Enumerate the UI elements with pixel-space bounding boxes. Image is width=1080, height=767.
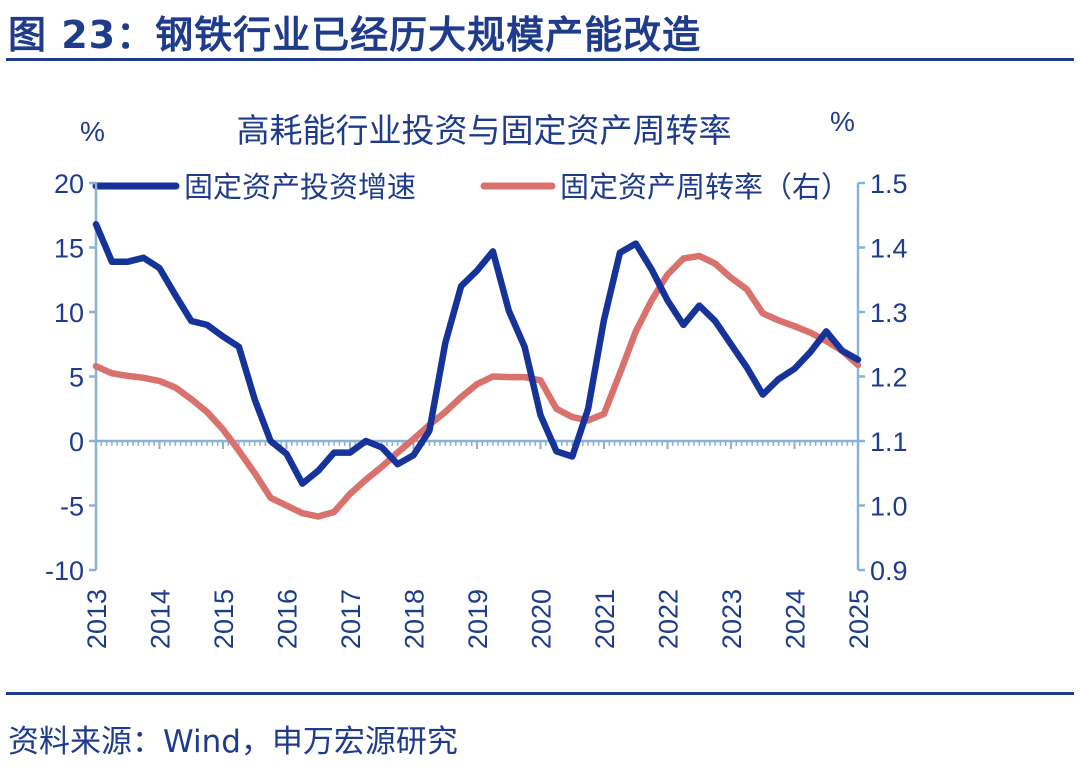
- x-tick-label: 2022: [654, 589, 684, 649]
- x-tick-label: 2023: [717, 589, 747, 649]
- left-y-tick-label: 0: [69, 427, 84, 457]
- x-tick-label: 2024: [781, 589, 811, 649]
- left-y-tick-label: -10: [45, 556, 84, 586]
- right-y-tick-label: 1.1: [870, 427, 908, 457]
- x-tick-label: 2018: [400, 589, 430, 649]
- right-y-tick-label: 0.9: [870, 556, 908, 586]
- x-tick-label: 2014: [146, 589, 176, 649]
- series-line-turnover-ratio: [92, 252, 862, 520]
- x-tick-label: 2020: [527, 589, 557, 649]
- left-y-tick-label: 10: [54, 298, 84, 328]
- x-tick-label: 2013: [82, 589, 112, 649]
- left-unit-label: %: [80, 116, 105, 147]
- legend-label-investment: 固定资产投资增速: [184, 170, 416, 204]
- x-tick-label: 2017: [336, 589, 366, 649]
- right-y-tick-label: 1.3: [870, 298, 908, 328]
- series-line-investment-growth: [92, 221, 862, 487]
- left-y-tick-label: 20: [54, 169, 84, 199]
- right-unit-label: %: [830, 106, 855, 137]
- source-note: 资料来源：Wind，申万宏源研究: [8, 724, 458, 760]
- bottom-rule: [6, 692, 1074, 695]
- right-y-tick-label: 1.4: [870, 234, 908, 264]
- legend-label-turnover: 固定资产周转率（右）: [560, 170, 850, 204]
- x-tick-label: 2016: [273, 589, 303, 649]
- chart: 高耗能行业投资与固定资产周转率 % % 固定资产投资增速 固定资产周转率（右） …: [45, 106, 908, 649]
- x-tick-label: 2019: [463, 589, 493, 649]
- x-tick-label: 2025: [844, 589, 874, 649]
- left-y-tick-label: 15: [54, 234, 84, 264]
- left-y-tick-label: -5: [60, 492, 84, 522]
- right-y-tick-label: 1.0: [870, 492, 908, 522]
- right-y-tick-label: 1.2: [870, 363, 908, 393]
- x-tick-label: 2015: [209, 589, 239, 649]
- figure-title: 图 23：钢铁行业已经历大规模产能改造: [8, 13, 702, 57]
- top-rule: [6, 58, 1074, 61]
- legend: 固定资产投资增速 固定资产周转率（右）: [92, 170, 850, 204]
- chart-title: 高耗能行业投资与固定资产周转率: [237, 111, 732, 150]
- right-y-tick-label: 1.5: [870, 169, 908, 199]
- left-y-tick-label: 5: [69, 363, 84, 393]
- series-layer: [92, 221, 862, 520]
- x-tick-label: 2021: [590, 589, 620, 649]
